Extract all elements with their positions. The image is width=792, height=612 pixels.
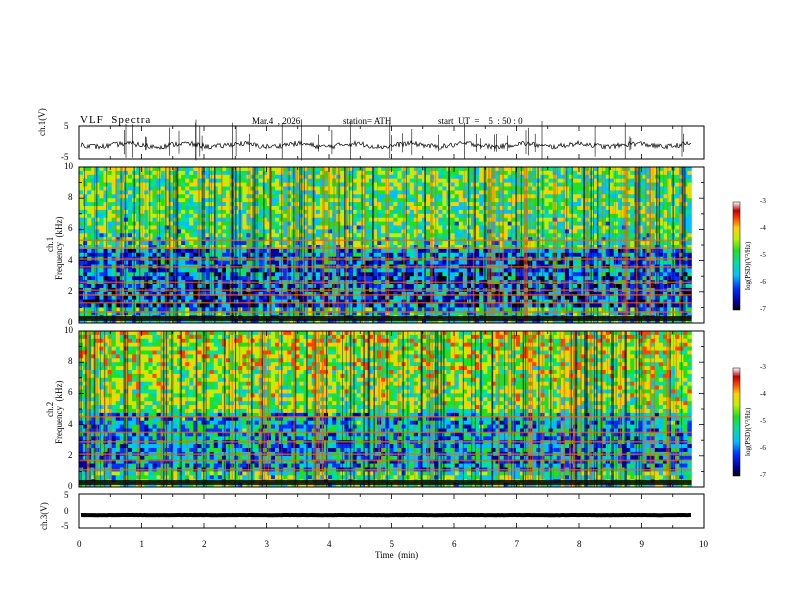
ch1-spec-ylabel2: Frequency (kHz)	[54, 216, 64, 280]
ch2-spec-ytick-6: 6	[68, 387, 73, 398]
ch1-ylabel: ch.1(V)	[37, 108, 47, 136]
ch1-spec-ytick-6: 6	[68, 223, 73, 234]
ch1-spec-ytick-0: 0	[68, 317, 73, 327]
date-label: Mar.4 , 2026	[252, 116, 301, 126]
figure-title: VLF Spectra	[80, 114, 152, 126]
station-label: station= ATH	[343, 116, 392, 126]
ch3-waveform-frame	[78, 493, 705, 529]
ch1-colorbar-label: log(PSD)(V²/Hz)	[744, 241, 752, 290]
x-tick-label-8: 8	[577, 539, 582, 549]
x-tick-label-5: 5	[389, 539, 395, 549]
ch1-spec-ytick-8: 8	[68, 192, 73, 203]
ch2-colorbar-tick-neg3: -3	[760, 363, 766, 371]
x-tick-label-10: 10	[699, 539, 708, 549]
ch1-ytick-neg5: -5	[61, 152, 69, 162]
x-tick-label-4: 4	[327, 539, 332, 549]
ch1-colorbar-tick-neg7: -7	[760, 305, 766, 313]
ch2-spec-ytick-0: 0	[68, 481, 73, 491]
ch3-ylabel: ch.3(V)	[39, 502, 49, 530]
axis-ticks	[78, 126, 705, 528]
ch3-ytick-0: 0	[64, 506, 69, 516]
ch1-waveform-trace	[80, 119, 691, 161]
x-tick-label-2: 2	[202, 539, 207, 549]
x-axis-label: Time (min)	[375, 550, 419, 560]
ch1-ytick-5: 5	[64, 121, 69, 131]
x-tick-label-3: 3	[264, 539, 270, 549]
ch2-spec-ytick-4: 4	[68, 418, 73, 429]
ch2-spectrogram	[79, 331, 692, 488]
ch1-spec-ytick-2: 2	[68, 285, 73, 296]
ch2-colorbar-tick-neg6: -6	[760, 444, 766, 452]
ch1-colorbar-tick-neg5: -5	[760, 251, 766, 259]
ch2-colorbar-tick-neg5: -5	[760, 417, 766, 425]
start-time-label: start UT = 5 : 50 : 0	[438, 116, 523, 126]
x-tick-label-0: 0	[77, 539, 82, 549]
ch1-colorbar	[732, 201, 741, 311]
ch1-colorbar-tick-neg3: -3	[760, 197, 766, 205]
ch2-spec-ytick-8: 8	[68, 356, 73, 367]
ch1-spec-ytick-10: 10	[64, 161, 73, 171]
ch3-ytick-5: 5	[64, 490, 69, 500]
ch1-colorbar-tick-neg4: -4	[760, 224, 766, 232]
ch2-colorbar-tick-neg7: -7	[760, 471, 766, 479]
ch3-ytick-neg5: -5	[61, 521, 69, 531]
x-tick-label-1: 1	[139, 539, 145, 549]
ch2-colorbar-tick-neg4: -4	[760, 390, 766, 398]
ch1-spectrogram	[79, 167, 692, 324]
ch1-spec-ytick-4: 4	[68, 254, 73, 265]
ch2-colorbar-label: log(PSD)(V²/Hz)	[744, 407, 752, 456]
ch2-spec-ytick-10: 10	[64, 325, 73, 335]
x-tick-label-6: 6	[452, 539, 457, 549]
ch2-colorbar	[732, 367, 741, 477]
ch2-spec-ylabel2: Frequency (kHz)	[54, 380, 64, 444]
x-tick-label-7: 7	[514, 539, 520, 549]
ch2-spec-ytick-2: 2	[68, 449, 73, 460]
ch1-colorbar-tick-neg6: -6	[760, 278, 766, 286]
x-tick-label-9: 9	[639, 539, 645, 549]
